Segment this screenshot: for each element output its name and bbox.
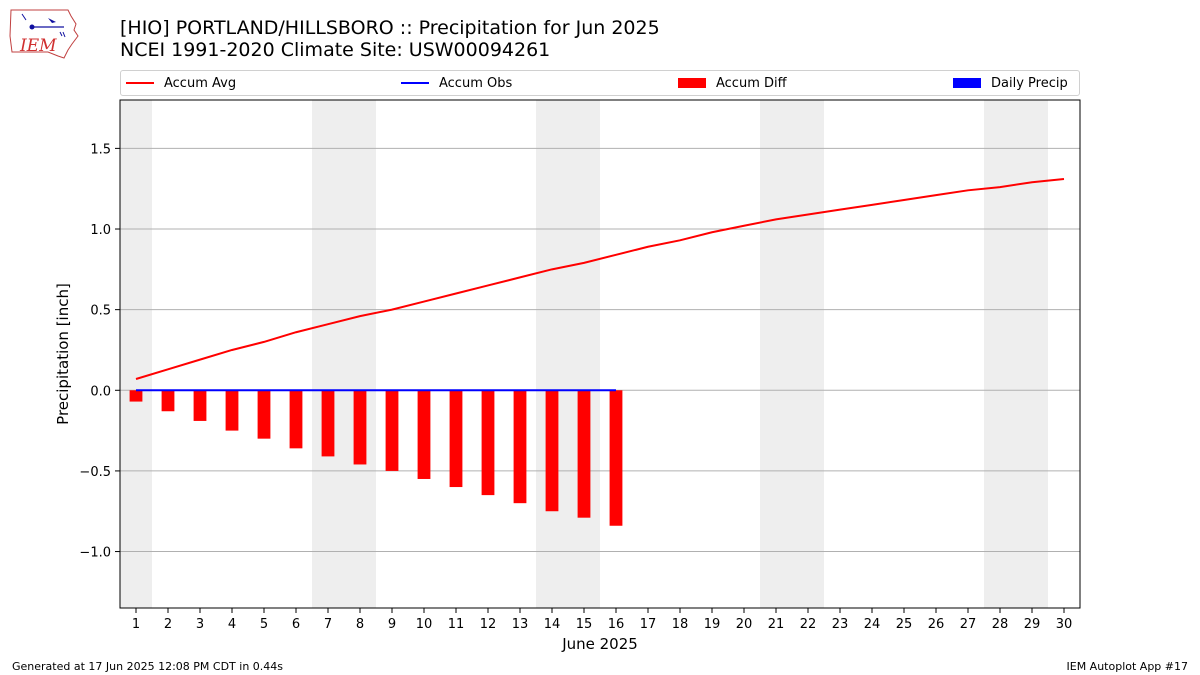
legend-swatch (678, 78, 706, 88)
x-tick-label: 26 (928, 617, 945, 632)
x-tick-label: 4 (228, 617, 236, 632)
x-tick-label: 3 (196, 617, 204, 632)
logo-text: IEM (19, 36, 57, 56)
x-tick-label: 23 (832, 617, 849, 632)
x-tick-label: 16 (608, 617, 625, 632)
bar-accum-diff (449, 390, 463, 488)
x-axis-label: June 2025 (561, 635, 638, 653)
weekend-shade (760, 100, 824, 608)
legend-label: Daily Precip (991, 75, 1068, 91)
bar-accum-diff (417, 390, 431, 479)
x-tick-label: 8 (356, 617, 364, 632)
bar-accum-diff (353, 390, 367, 465)
y-tick-label: 0.0 (90, 384, 111, 399)
bar-accum-diff (513, 390, 527, 504)
chart-legend: Accum Avg Accum Obs Accum Diff Daily Pre… (120, 70, 1080, 96)
bar-accum-diff (257, 390, 271, 439)
legend-item-daily-precip: Daily Precip (953, 71, 1068, 95)
x-tick-label: 20 (736, 617, 753, 632)
x-tick-label: 28 (992, 617, 1009, 632)
x-tick-label: 24 (864, 617, 881, 632)
x-tick-label: 13 (512, 617, 529, 632)
line-accum-avg (135, 178, 1065, 380)
y-tick-label: 1.5 (90, 142, 111, 157)
x-tick-label: 22 (800, 617, 817, 632)
y-axis-label: Precipitation [inch] (54, 283, 72, 425)
x-tick-label: 17 (640, 617, 657, 632)
weekend-shade (984, 100, 1048, 608)
legend-label: Accum Obs (439, 75, 513, 91)
x-tick-label: 6 (292, 617, 300, 632)
x-tick-label: 21 (768, 617, 785, 632)
legend-swatch (953, 78, 981, 88)
bar-accum-diff (289, 390, 303, 449)
bar-accum-diff (545, 390, 559, 512)
y-tick-label: −1.0 (79, 546, 111, 561)
legend-item-accum-diff: Accum Diff (678, 71, 787, 95)
x-tick-label: 11 (448, 617, 465, 632)
x-tick-label: 30 (1056, 617, 1073, 632)
x-tick-label: 1 (132, 617, 140, 632)
y-tick-label: 1.0 (90, 223, 111, 238)
bar-accum-diff (161, 390, 175, 412)
x-tick-label: 5 (260, 617, 268, 632)
bar-accum-diff (321, 390, 335, 457)
x-tick-label: 25 (896, 617, 913, 632)
legend-label: Accum Avg (164, 75, 237, 91)
x-tick-label: 12 (480, 617, 497, 632)
bar-accum-diff (193, 390, 207, 421)
footer-app-id: IEM Autoplot App #17 (1066, 660, 1189, 673)
weekend-shade (312, 100, 376, 608)
y-tick-label: 0.5 (90, 304, 111, 319)
x-tick-label: 18 (672, 617, 689, 632)
chart-title: [HIO] PORTLAND/HILLSBORO :: Precipitatio… (120, 17, 660, 39)
iem-logo: IEM (9, 9, 79, 59)
x-tick-label: 29 (1024, 617, 1041, 632)
x-tick-label: 15 (576, 617, 593, 632)
legend-swatch (126, 82, 154, 84)
legend-item-accum-avg: Accum Avg (126, 71, 236, 95)
bar-accum-diff (385, 390, 399, 471)
weekend-shade (120, 100, 152, 608)
x-tick-label: 9 (388, 617, 396, 632)
legend-label: Accum Diff (716, 75, 787, 91)
weekend-shade (536, 100, 600, 608)
x-tick-label: 19 (704, 617, 721, 632)
footer-generated-time: Generated at 17 Jun 2025 12:08 PM CDT in… (12, 660, 284, 673)
x-tick-label: 2 (164, 617, 172, 632)
plot-frame (119, 99, 1081, 609)
chart-subtitle: NCEI 1991-2020 Climate Site: USW00094261 (120, 39, 551, 61)
bar-accum-diff (609, 390, 623, 526)
legend-item-accum-obs: Accum Obs (401, 71, 512, 95)
legend-swatch (401, 82, 429, 84)
bar-accum-diff (481, 390, 495, 496)
x-tick-label: 7 (324, 617, 332, 632)
y-tick-label: −0.5 (79, 465, 111, 480)
bar-accum-diff (225, 390, 239, 431)
x-tick-label: 10 (416, 617, 433, 632)
bar-accum-diff (577, 390, 591, 518)
x-tick-label: 14 (544, 617, 561, 632)
x-tick-label: 27 (960, 617, 977, 632)
bar-accum-diff (129, 390, 143, 402)
